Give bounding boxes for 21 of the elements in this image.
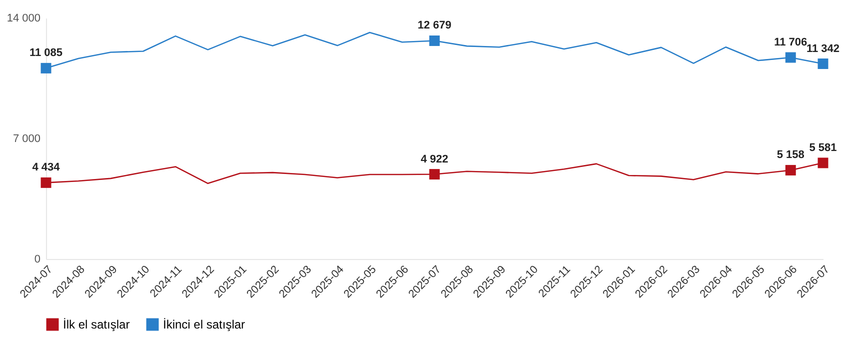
point: [785, 52, 796, 63]
point: [818, 58, 828, 69]
y-tick-label: 0: [34, 254, 40, 266]
data-label: 11 342: [806, 42, 840, 55]
point: [40, 62, 52, 74]
legend-label: İlk el satışlar: [63, 318, 130, 332]
y-tick-label: 14 000: [6, 12, 40, 24]
point: [40, 177, 52, 188]
data-label: 4 434: [32, 162, 61, 174]
data-label: 5 581: [809, 142, 837, 154]
data-label: 11 085: [29, 47, 63, 60]
point: [785, 164, 796, 176]
data-label: 12 679: [418, 20, 452, 32]
point: [429, 169, 440, 180]
point: [818, 158, 828, 168]
point: [429, 35, 440, 46]
data-label: 4 922: [420, 153, 448, 166]
data-label: 5 158: [776, 149, 804, 162]
data-label: 11 706: [774, 36, 808, 48]
legend-label: İkinci el satışlar: [163, 318, 246, 332]
y-tick-label: 7 000: [12, 133, 40, 145]
